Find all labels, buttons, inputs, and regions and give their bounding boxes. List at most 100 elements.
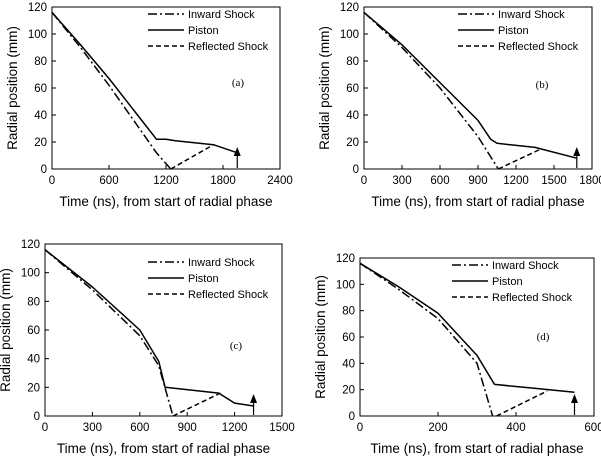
panel-label: (c) [230, 340, 243, 352]
x-tick-label: 2400 [267, 175, 293, 187]
y-tick-label: 80 [34, 56, 47, 68]
series-line-reflected-shock [496, 390, 548, 417]
legend-entry: Reflected Shock [498, 41, 579, 53]
legend-entry: Reflected Shock [492, 292, 573, 304]
y-tick-label: 20 [34, 137, 47, 149]
chart-panel-d: 0 200 400 600 0 20 40 60 80 100 120 Time (ns), from… [313, 253, 601, 456]
panel-label: (a) [232, 77, 245, 89]
y-tick-label: 60 [34, 83, 47, 95]
legend-entry: Piston [188, 273, 219, 285]
legend: Inward Shock Piston Reflected Shock [458, 9, 579, 53]
x-tick-label: 900 [178, 422, 197, 434]
legend-entry: Reflected Shock [188, 41, 269, 53]
series-line-reflected-shock [170, 144, 214, 170]
series-line-inward-shock [44, 249, 174, 417]
y-tick-label: 100 [336, 279, 355, 291]
x-tick-label: 0 [361, 175, 367, 187]
series-line-piston [44, 249, 254, 407]
y-tick-label: 40 [34, 110, 47, 122]
x-axis-label: Time (ns), from start of radial phase [59, 194, 272, 209]
x-tick-label: 900 [468, 175, 487, 187]
legend-entry: Inward Shock [188, 257, 255, 269]
series-line-piston [359, 262, 575, 394]
x-tick-label: 300 [392, 175, 411, 187]
y-tick-label: 20 [346, 137, 359, 149]
x-tick-label: 1500 [269, 422, 295, 434]
y-tick-label: 40 [346, 110, 359, 122]
legend-entry: Reflected Shock [188, 289, 269, 301]
y-tick-label: 100 [21, 268, 40, 280]
series-line-inward-shock [359, 262, 494, 417]
legend-entry: Inward Shock [492, 260, 559, 272]
chart-panel-a: 0 600 1200 1800 2400 0 20 40 60 80 100 120 Time (ns)… [5, 2, 293, 209]
series-line-inward-shock [51, 11, 172, 170]
plot-frame [363, 6, 593, 170]
x-tick-label: 1500 [541, 175, 567, 187]
x-tick-label: 0 [357, 422, 363, 434]
x-tick-label: 400 [506, 422, 525, 434]
y-tick-label: 120 [28, 2, 47, 14]
y-tick-label: 40 [27, 354, 40, 366]
y-tick-label: 60 [346, 83, 359, 95]
panel-label: (d) [537, 331, 550, 343]
plot-frame [44, 243, 283, 417]
y-tick-label: 20 [342, 385, 355, 397]
y-tick-label: 80 [346, 56, 359, 68]
plot-frame [51, 6, 281, 170]
y-axis-label: Radial position (mm) [313, 275, 328, 399]
series-line-reflected-shock [497, 148, 542, 170]
x-tick-label: 200 [428, 422, 447, 434]
y-tick-label: 80 [27, 296, 40, 308]
y-tick-label: 80 [342, 306, 355, 318]
legend-entry: Piston [498, 25, 529, 37]
end-arrow-icon [573, 147, 581, 156]
y-axis-label: Radial position (mm) [5, 26, 20, 150]
legend: Inward Shock Piston Reflected Shock [452, 260, 573, 304]
legend-entry: Piston [188, 25, 219, 37]
series-line-reflected-shock [172, 392, 221, 417]
chart-panel-c: 0 300 600 900 1200 1500 0 20 40 60 80 100 120 Time (n… [0, 239, 295, 456]
y-axis-label: Radial position (mm) [317, 26, 332, 150]
y-tick-label: 120 [336, 253, 355, 265]
legend-entry: Inward Shock [188, 9, 255, 21]
x-tick-label: 1200 [503, 175, 529, 187]
x-axis-label: Time (ns), from start of radial phase [370, 441, 583, 456]
x-tick-label: 0 [42, 422, 48, 434]
y-tick-label: 0 [41, 164, 47, 176]
legend-entry: Inward Shock [498, 9, 565, 21]
x-tick-label: 300 [83, 422, 102, 434]
panel-label: (b) [536, 79, 549, 91]
end-arrow-icon [571, 394, 578, 403]
x-tick-label: 1800 [579, 175, 601, 187]
y-tick-label: 60 [27, 325, 40, 337]
y-tick-label: 60 [342, 332, 355, 344]
x-tick-label: 1200 [153, 175, 179, 187]
chart-panel-b: 0 300 600 900 1200 1500 1800 0 20 40 60 80 100 120 Tim… [317, 2, 601, 209]
x-tick-label: 600 [430, 175, 449, 187]
end-arrow-icon [233, 147, 241, 156]
series-line-inward-shock [363, 11, 499, 170]
x-axis-label: Time (ns), from start of radial phase [371, 194, 584, 209]
x-tick-label: 600 [130, 422, 149, 434]
x-tick-label: 0 [49, 175, 55, 187]
y-tick-label: 100 [340, 29, 359, 41]
y-tick-label: 20 [27, 382, 40, 394]
y-tick-label: 0 [349, 411, 355, 423]
y-tick-label: 100 [28, 29, 47, 41]
x-tick-label: 600 [99, 175, 118, 187]
y-axis-label: Radial position (mm) [0, 268, 13, 392]
y-tick-label: 120 [21, 239, 40, 251]
x-tick-label: 1200 [222, 422, 248, 434]
y-tick-label: 0 [34, 411, 40, 423]
legend: Inward Shock Piston Reflected Shock [148, 257, 269, 301]
y-tick-label: 40 [342, 358, 355, 370]
legend-entry: Piston [492, 276, 523, 288]
x-tick-label: 600 [584, 422, 601, 434]
x-axis-label: Time (ns), from start of radial phase [57, 441, 270, 456]
y-tick-label: 0 [353, 164, 359, 176]
x-tick-label: 1800 [210, 175, 236, 187]
legend: Inward Shock Piston Reflected Shock [148, 9, 269, 53]
series-line-piston [51, 11, 238, 154]
end-arrow-icon [250, 394, 258, 403]
